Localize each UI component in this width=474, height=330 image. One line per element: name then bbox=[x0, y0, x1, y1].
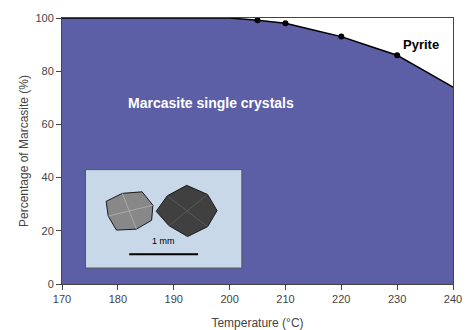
svg-text:1 mm: 1 mm bbox=[152, 236, 175, 246]
svg-text:210: 210 bbox=[276, 293, 294, 305]
svg-text:20: 20 bbox=[42, 225, 54, 237]
svg-text:200: 200 bbox=[220, 293, 238, 305]
svg-text:Percentage of Marcasite (%): Percentage of Marcasite (%) bbox=[17, 75, 31, 227]
svg-text:220: 220 bbox=[332, 293, 350, 305]
svg-text:60: 60 bbox=[42, 118, 54, 130]
svg-text:240: 240 bbox=[444, 293, 462, 305]
svg-text:100: 100 bbox=[35, 12, 53, 24]
svg-text:180: 180 bbox=[109, 293, 127, 305]
svg-text:80: 80 bbox=[42, 65, 54, 77]
svg-text:Marcasite single crystals: Marcasite single crystals bbox=[128, 95, 294, 111]
svg-text:230: 230 bbox=[388, 293, 406, 305]
svg-text:40: 40 bbox=[42, 171, 54, 183]
svg-text:Temperature (°C): Temperature (°C) bbox=[211, 316, 303, 330]
svg-text:Pyrite: Pyrite bbox=[403, 37, 439, 52]
svg-text:190: 190 bbox=[165, 293, 183, 305]
svg-text:0: 0 bbox=[48, 278, 54, 290]
svg-text:170: 170 bbox=[53, 293, 71, 305]
